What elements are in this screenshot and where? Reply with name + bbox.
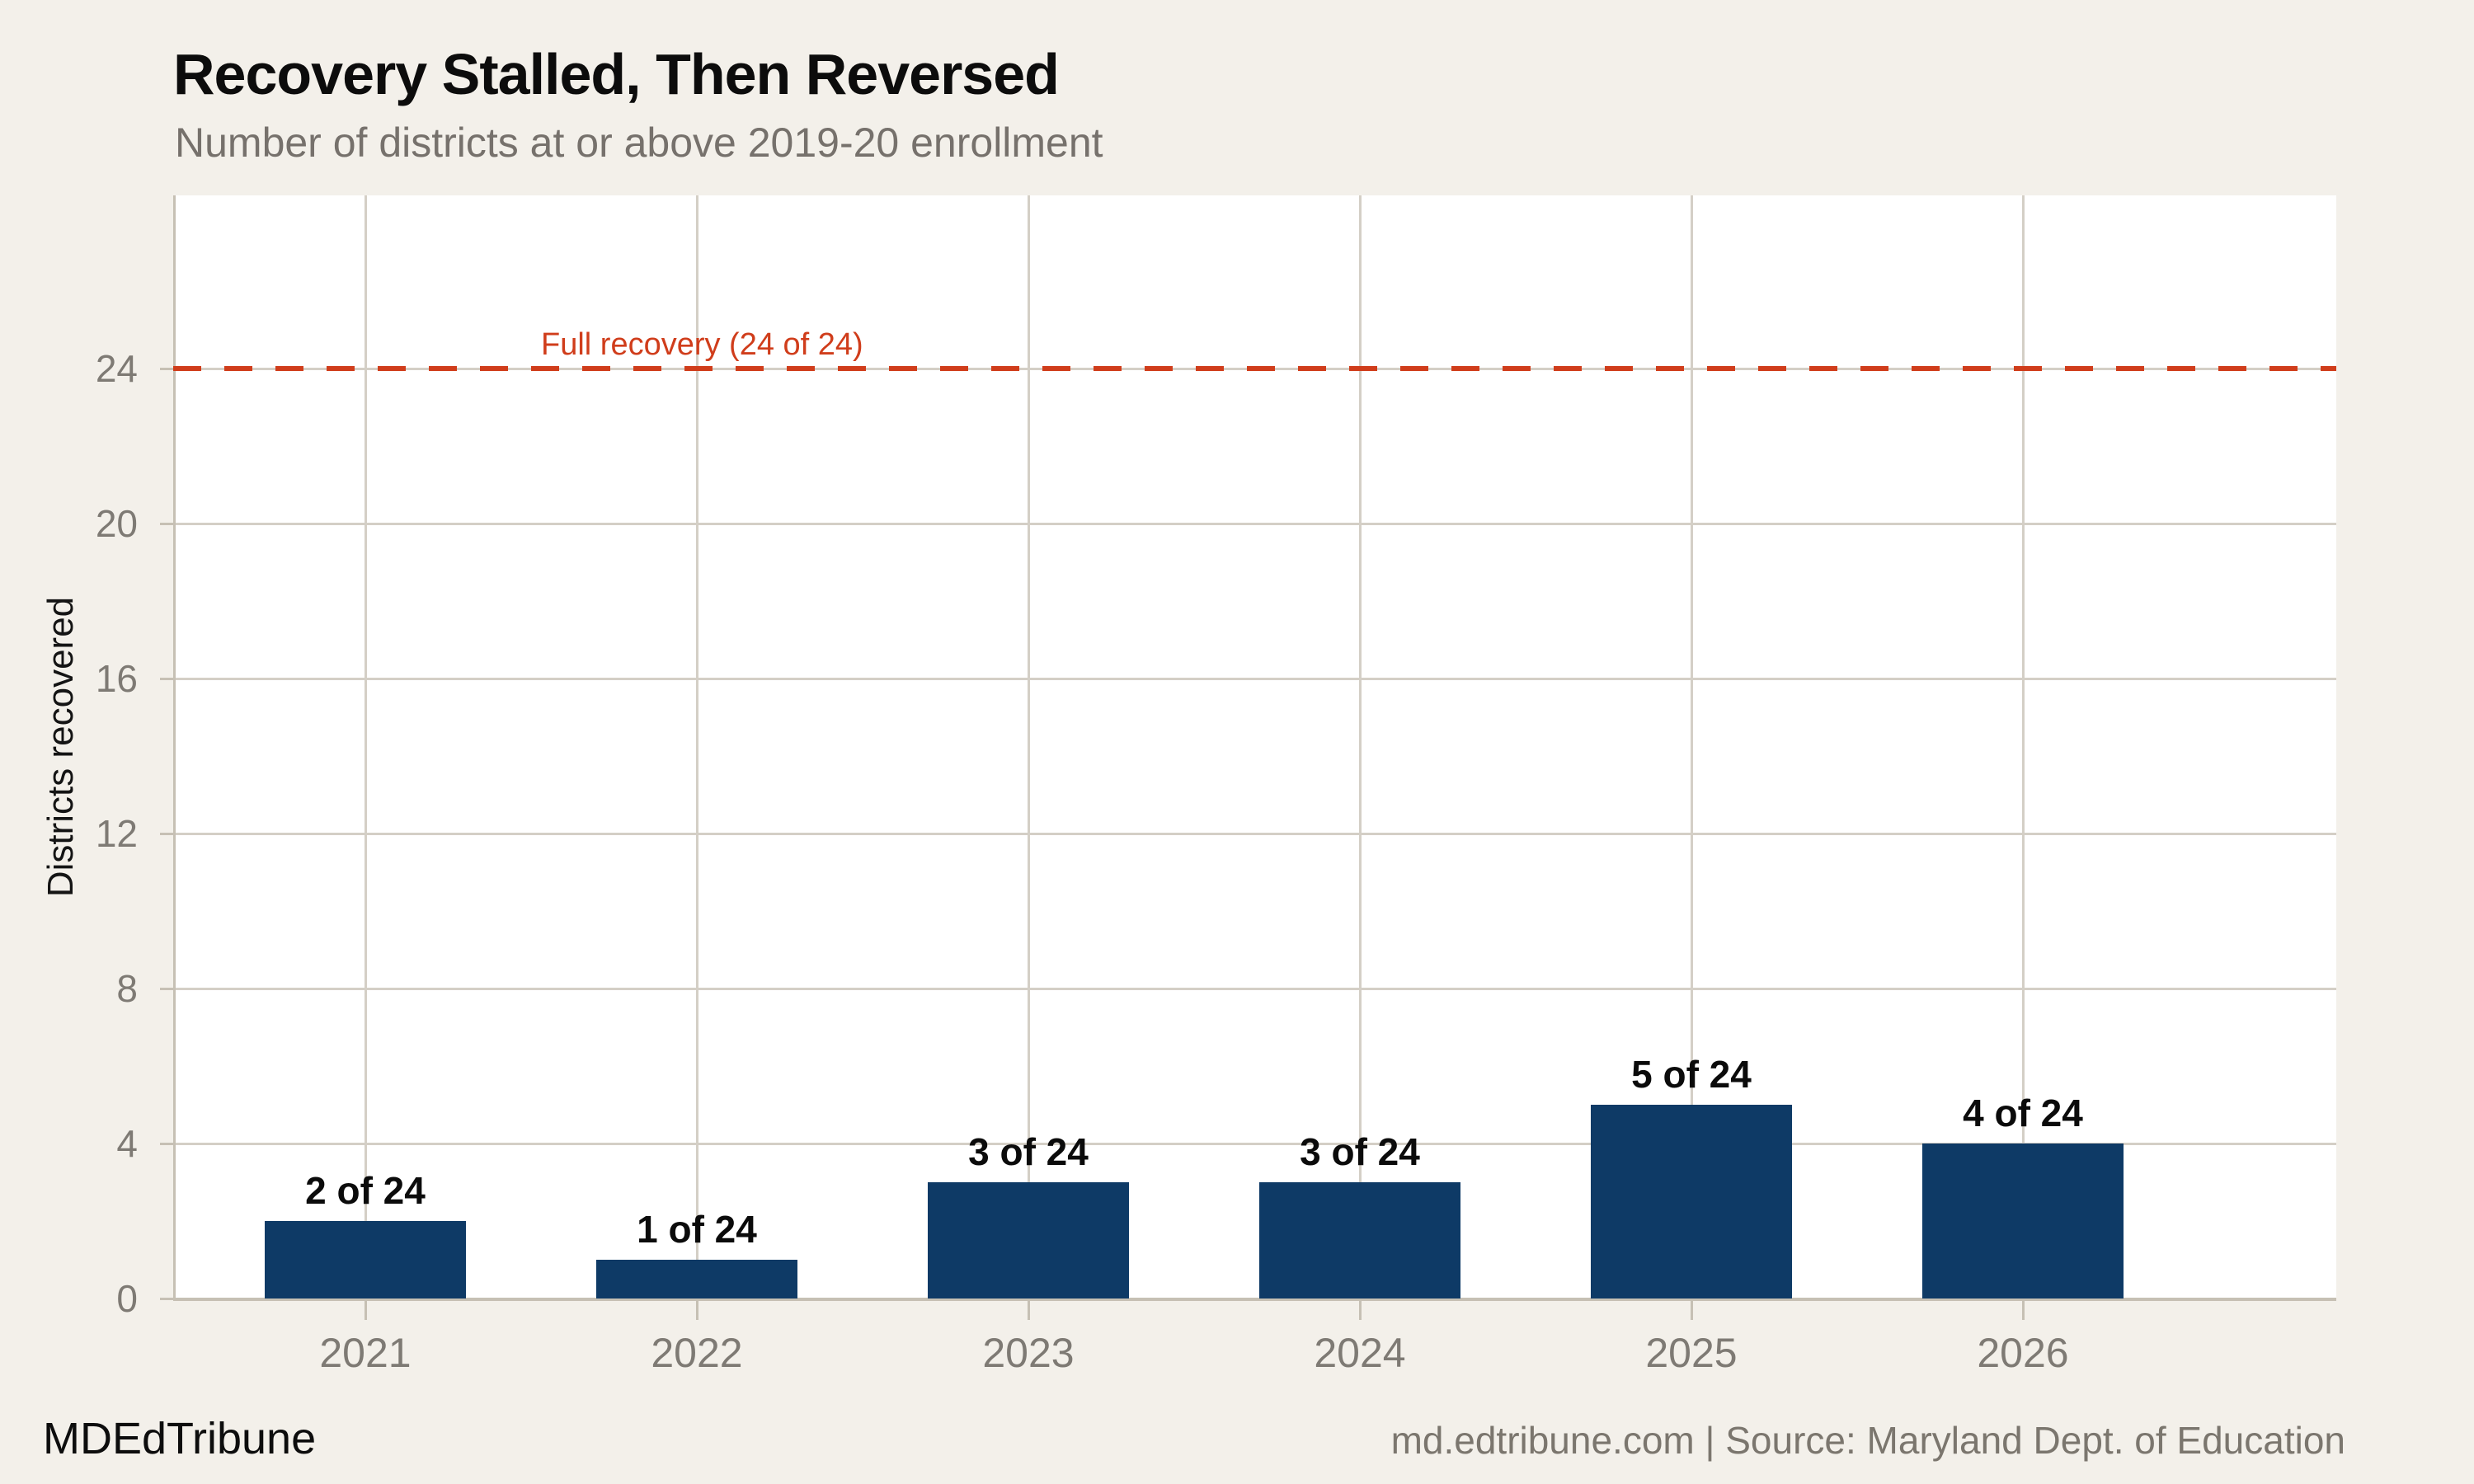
y-tick-12 (160, 833, 173, 835)
bar-2023 (928, 1182, 1129, 1298)
bar-value-label-2025: 5 of 24 (1631, 1053, 1752, 1096)
y-axis-line (173, 195, 176, 1298)
full-recovery-reference-line (173, 366, 2336, 371)
bar-value-label-2026: 4 of 24 (1963, 1092, 2083, 1134)
x-tick-2025 (1691, 1298, 1693, 1320)
h-gridline-8 (173, 988, 2336, 990)
v-gridline-2021 (365, 195, 367, 1298)
v-gridline-2023 (1028, 195, 1030, 1298)
x-tick-label-2023: 2023 (982, 1330, 1075, 1376)
x-tick-label-2025: 2025 (1645, 1330, 1738, 1376)
v-gridline-2022 (696, 195, 698, 1298)
x-tick-label-2022: 2022 (651, 1330, 743, 1376)
bar-2024 (1259, 1182, 1460, 1298)
y-tick-label-12: 12 (95, 812, 138, 855)
x-tick-2023 (1028, 1298, 1030, 1320)
bar-2022 (596, 1260, 797, 1298)
plot-area (173, 195, 2336, 1301)
bar-value-label-2022: 1 of 24 (637, 1208, 757, 1251)
y-tick-0 (160, 1298, 173, 1300)
chart-subtitle: Number of districts at or above 2019-20 … (175, 120, 1103, 166)
h-gridline-20 (173, 523, 2336, 525)
y-tick-4 (160, 1143, 173, 1145)
y-tick-8 (160, 988, 173, 990)
y-tick-label-0: 0 (116, 1277, 138, 1320)
y-tick-20 (160, 523, 173, 525)
full-recovery-label: Full recovery (24 of 24) (541, 327, 863, 362)
footer-source-credit: md.edtribune.com | Source: Maryland Dept… (1390, 1419, 2345, 1462)
x-tick-2024 (1359, 1298, 1362, 1320)
bar-2026 (1922, 1144, 2124, 1298)
y-tick-16 (160, 678, 173, 680)
chart-title: Recovery Stalled, Then Reversed (173, 42, 1060, 106)
x-axis-line (173, 1298, 2336, 1301)
h-gridline-4 (173, 1143, 2336, 1145)
x-tick-label-2021: 2021 (319, 1330, 412, 1376)
y-tick-label-24: 24 (95, 347, 138, 390)
bar-2021 (265, 1221, 466, 1298)
bar-value-label-2021: 2 of 24 (305, 1169, 426, 1212)
x-tick-2021 (365, 1298, 367, 1320)
x-tick-label-2024: 2024 (1314, 1330, 1406, 1376)
footer-brand-logo: MDEdTribune (43, 1414, 317, 1463)
bar-value-label-2023: 3 of 24 (968, 1130, 1089, 1173)
bar-value-label-2024: 3 of 24 (1300, 1130, 1420, 1173)
x-tick-2026 (2022, 1298, 2025, 1320)
y-tick-24 (160, 368, 173, 370)
y-tick-label-16: 16 (95, 657, 138, 700)
y-tick-label-8: 8 (116, 967, 138, 1010)
y-tick-label-4: 4 (116, 1122, 138, 1165)
v-gridline-2024 (1359, 195, 1362, 1298)
h-gridline-16 (173, 678, 2336, 680)
v-gridline-2025 (1691, 195, 1693, 1298)
y-tick-label-20: 20 (95, 502, 138, 545)
v-gridline-2026 (2022, 195, 2025, 1298)
bar-2025 (1591, 1105, 1792, 1298)
x-tick-label-2026: 2026 (1977, 1330, 2069, 1376)
h-gridline-12 (173, 833, 2336, 835)
x-tick-2022 (696, 1298, 698, 1320)
